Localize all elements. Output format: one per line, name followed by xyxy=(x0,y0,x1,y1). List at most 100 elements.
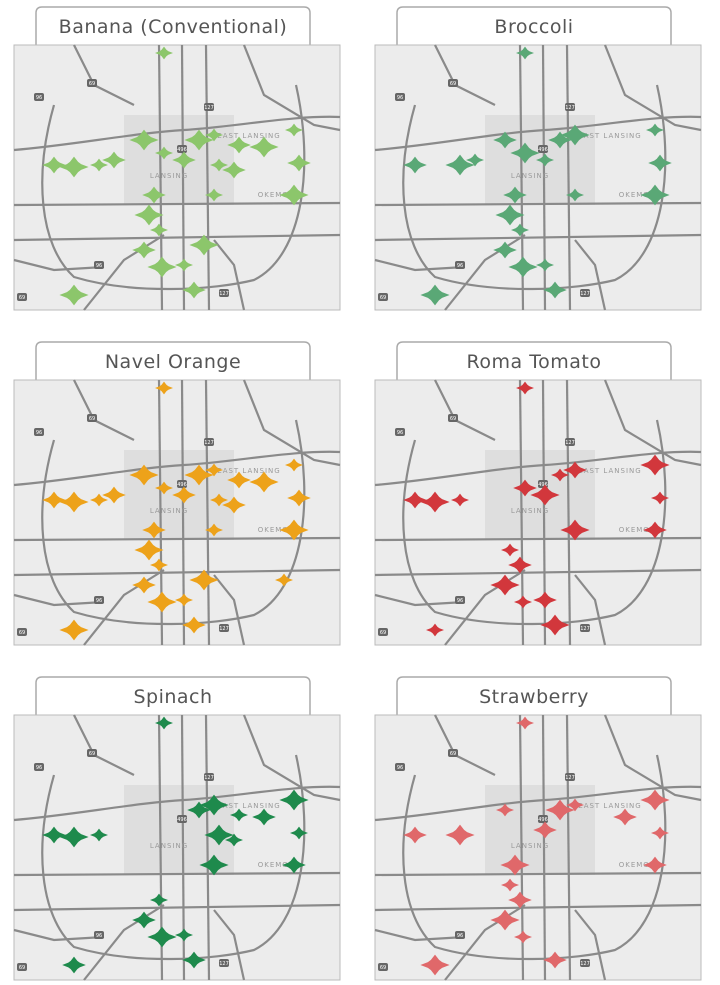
shield-number: 496 xyxy=(538,817,548,823)
store-area xyxy=(102,151,126,169)
shield-number: 496 xyxy=(538,147,548,153)
road xyxy=(213,909,246,981)
map: 69 127 96 496 96 127 69 LANSING EAST LANSING OKEM… xyxy=(13,379,341,646)
store-area xyxy=(184,129,214,151)
shield-number: 69 xyxy=(89,81,95,87)
city-label: EAST LANSING xyxy=(217,132,280,140)
highway-shield xyxy=(565,103,575,111)
store-area xyxy=(403,826,427,844)
highway-shield xyxy=(204,103,214,111)
highway-shield xyxy=(204,773,214,781)
store-area xyxy=(222,161,246,179)
shield-number: 69 xyxy=(380,965,386,971)
shield-number: 69 xyxy=(380,630,386,636)
map: 69 127 96 496 96 127 69 LANSING EAST LANSING OKEM… xyxy=(13,44,341,311)
panel: Spinach 69 127 96 496 96 127 69 LANSING EAST LANS… xyxy=(13,676,341,981)
city-label: EAST LANSING xyxy=(578,802,641,810)
map: 69 127 96 496 96 127 69 LANSING EAST LANSING OKEM… xyxy=(374,379,702,646)
shield-number: 496 xyxy=(177,817,187,823)
shield-number: 96 xyxy=(96,598,102,604)
road xyxy=(374,785,702,822)
road xyxy=(13,593,105,607)
store-area xyxy=(142,521,166,539)
shield-number: 127 xyxy=(565,105,575,111)
road xyxy=(13,568,341,577)
road xyxy=(565,714,572,981)
store-area xyxy=(516,381,534,395)
store-area xyxy=(90,493,108,507)
store-area xyxy=(150,893,168,907)
store-area xyxy=(155,46,173,60)
road xyxy=(83,569,165,646)
store-area xyxy=(62,956,86,974)
store-area xyxy=(147,591,177,613)
store-area xyxy=(90,828,108,842)
shield-number: 127 xyxy=(565,440,575,446)
panel: Strawberry 69 127 96 496 96 127 69 LANSING EAST L… xyxy=(374,676,702,981)
store-area xyxy=(129,464,159,486)
road xyxy=(574,909,607,981)
highway-shield xyxy=(395,763,405,771)
store-area xyxy=(510,142,540,164)
store-area xyxy=(646,123,664,137)
store-area xyxy=(132,911,156,929)
road xyxy=(603,44,702,132)
store-area xyxy=(420,491,450,513)
highway-shield xyxy=(565,773,575,781)
store-area xyxy=(175,258,193,272)
road xyxy=(603,379,702,467)
store-area xyxy=(503,186,527,204)
panel-title: Roma Tomato xyxy=(467,351,602,373)
store-area xyxy=(490,909,520,931)
store-area xyxy=(508,556,532,574)
store-area xyxy=(205,128,223,142)
store-area xyxy=(227,136,251,154)
panel: Banana (Conventional) 69 127 96 496 96 127 69 LA… xyxy=(13,6,341,311)
store-area xyxy=(189,569,219,591)
store-area xyxy=(42,491,66,509)
highway-shield xyxy=(455,931,465,939)
city-label: EAST LANSING xyxy=(578,467,641,475)
road xyxy=(13,928,105,942)
store-area xyxy=(445,824,475,846)
store-area xyxy=(511,223,529,237)
shield-number: 96 xyxy=(397,95,403,101)
panel-title: Strawberry xyxy=(479,686,589,708)
store-area xyxy=(640,184,670,206)
highway-shield xyxy=(219,959,229,967)
store-area xyxy=(563,461,587,479)
road xyxy=(13,450,341,487)
city-label: EAST LANSING xyxy=(578,132,641,140)
store-area xyxy=(287,489,311,507)
highway-shield xyxy=(448,414,458,422)
road xyxy=(603,714,702,802)
road xyxy=(13,233,341,242)
highway-shield xyxy=(34,428,44,436)
store-area xyxy=(496,803,514,817)
store-area xyxy=(551,468,569,482)
title-tab xyxy=(396,6,672,45)
road xyxy=(374,450,702,487)
panel-title: Spinach xyxy=(133,686,212,708)
city-label: LANSING xyxy=(150,507,188,515)
highway-shield xyxy=(580,289,590,297)
store-area xyxy=(403,491,427,509)
highway-shield xyxy=(94,596,104,604)
highway-shield xyxy=(177,480,187,488)
store-area xyxy=(501,878,519,892)
store-area xyxy=(279,789,309,811)
road xyxy=(242,44,341,132)
shield-number: 96 xyxy=(96,933,102,939)
store-area xyxy=(530,484,560,506)
shield-number: 96 xyxy=(36,765,42,771)
store-area xyxy=(533,591,557,609)
city-label: LANSING xyxy=(150,172,188,180)
road xyxy=(204,714,211,981)
highway-shield xyxy=(448,79,458,87)
store-area xyxy=(516,716,534,730)
road xyxy=(374,258,466,272)
store-area xyxy=(199,794,229,816)
city-label: OKEMOS xyxy=(619,861,656,869)
store-area xyxy=(420,954,450,976)
store-area xyxy=(222,496,246,514)
